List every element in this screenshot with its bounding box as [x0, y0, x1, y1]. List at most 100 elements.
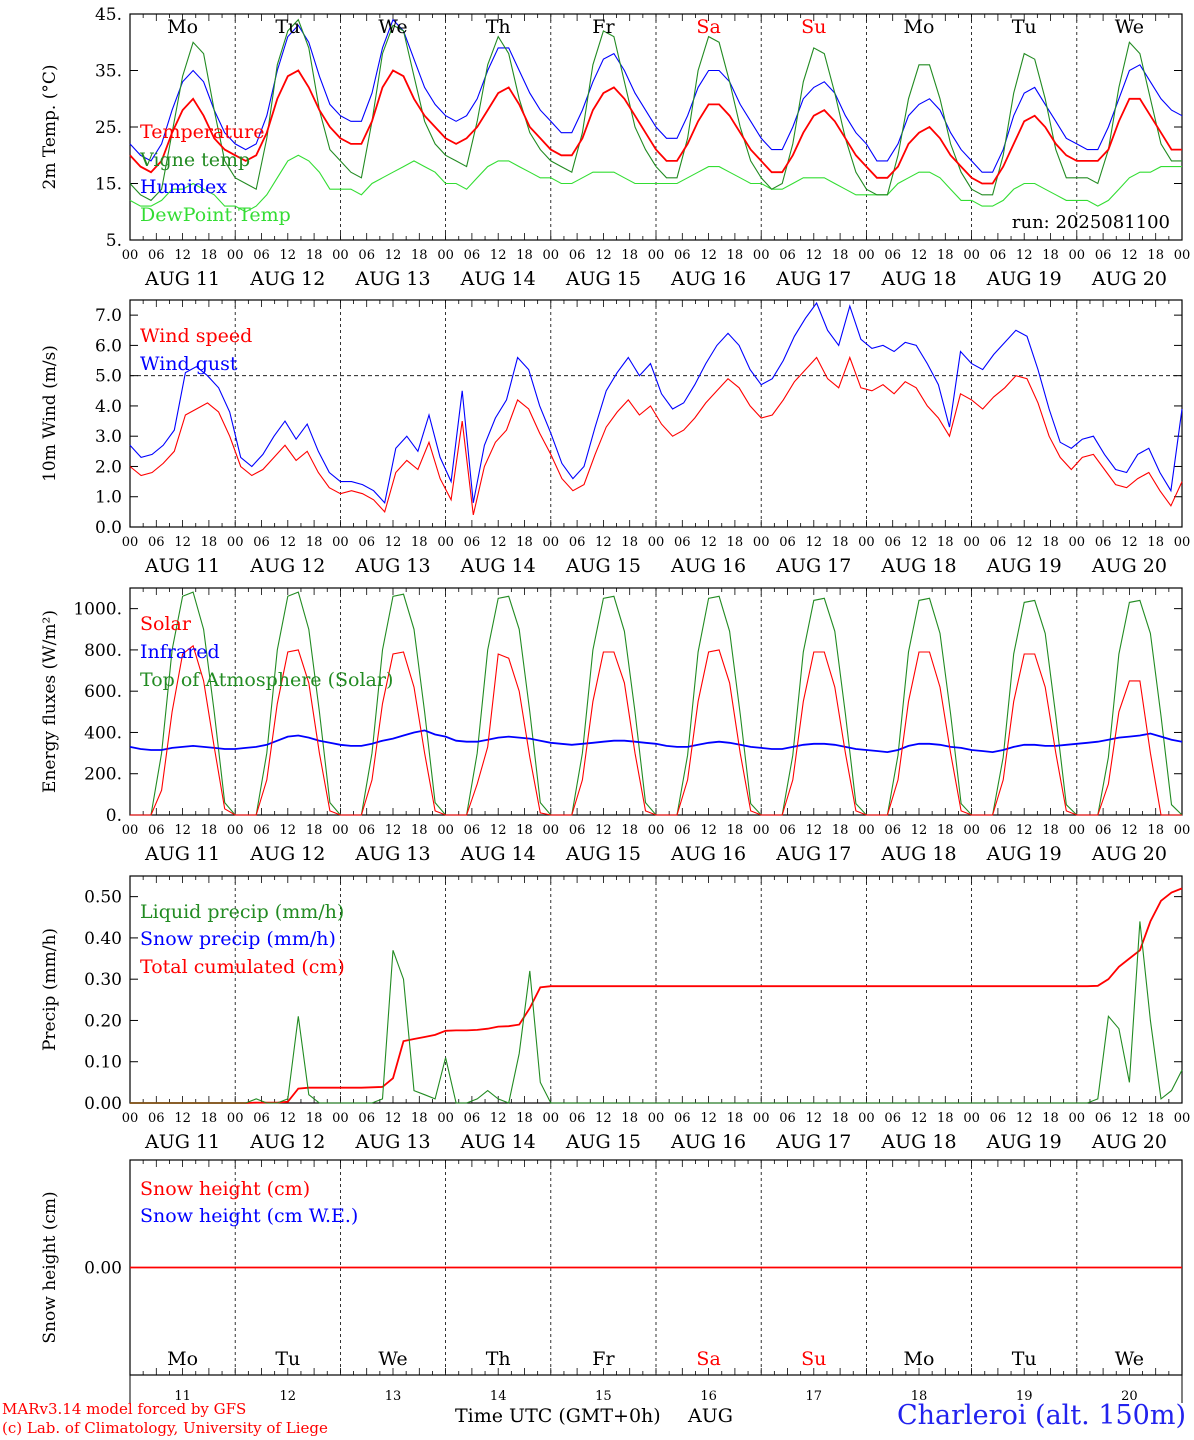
- lab-credit: (c) Lab. of Climatology, University of L…: [2, 1419, 328, 1437]
- hour-label: 12: [385, 535, 402, 550]
- weekday-label: Sa: [696, 1348, 720, 1370]
- hour-label: 00: [227, 823, 244, 838]
- hour-label: 12: [280, 823, 297, 838]
- hour-label: 18: [832, 1111, 849, 1126]
- hour-label: 18: [1042, 1111, 1059, 1126]
- hour-label: 12: [1121, 248, 1138, 263]
- hour-label: 06: [779, 823, 796, 838]
- hour-label: 06: [569, 1111, 586, 1126]
- legend-entry: Vigne temp: [139, 149, 250, 171]
- model-credit: MARv3.14 model forced by GFS: [2, 1400, 247, 1418]
- date-label: AUG 19: [986, 1131, 1062, 1153]
- hour-label: 00: [1069, 535, 1086, 550]
- hour-label: 12: [385, 248, 402, 263]
- hour-label: 00: [648, 823, 665, 838]
- weekday-label: Su: [801, 1348, 826, 1370]
- hour-label: 18: [621, 1111, 638, 1126]
- hour-label: 18: [727, 823, 744, 838]
- hour-label: 00: [437, 248, 454, 263]
- hour-label: 00: [122, 248, 139, 263]
- run-label: run: 2025081100: [1012, 212, 1170, 233]
- hour-label: 12: [911, 248, 928, 263]
- hour-label: 00: [543, 823, 560, 838]
- hour-label: 12: [174, 535, 191, 550]
- hour-label: 18: [516, 535, 533, 550]
- hour-label: 18: [621, 535, 638, 550]
- day-number-label: 12: [280, 1389, 297, 1404]
- station-title: Charleroi (alt. 150m): [897, 1400, 1186, 1431]
- y-tick-label: 25.: [95, 118, 122, 138]
- day-number-label: 19: [1016, 1389, 1033, 1404]
- date-label: AUG 13: [354, 1131, 430, 1153]
- weekday-label: Mo: [167, 1348, 198, 1370]
- date-label: AUG 16: [670, 1131, 746, 1153]
- legend-entry: DewPoint Temp: [140, 204, 291, 226]
- y-tick-label: 35.: [95, 62, 122, 82]
- hour-label: 06: [464, 535, 481, 550]
- date-label: AUG 12: [249, 268, 325, 290]
- y-axis-label: 10m Wind (m/s): [40, 345, 60, 482]
- hour-label: 00: [753, 1111, 770, 1126]
- y-tick-label: 0.20: [84, 1011, 122, 1031]
- y-tick-label: 0.40: [84, 929, 122, 949]
- hour-label: 18: [201, 248, 218, 263]
- hour-label: 12: [385, 823, 402, 838]
- y-axis-label: Snow height (cm): [40, 1191, 60, 1343]
- hour-label: 18: [727, 1111, 744, 1126]
- y-tick-label: 800.: [84, 641, 122, 661]
- day-number-label: 11: [174, 1389, 191, 1404]
- date-label: AUG 17: [775, 268, 851, 290]
- hour-label: 18: [516, 1111, 533, 1126]
- hour-label: 18: [306, 248, 323, 263]
- hour-label: 06: [990, 248, 1007, 263]
- hour-label: 06: [148, 535, 165, 550]
- hour-label: 00: [1174, 535, 1191, 550]
- y-tick-label: 5.0: [95, 367, 122, 387]
- y-tick-label: 45.: [95, 5, 122, 25]
- hour-label: 06: [148, 823, 165, 838]
- date-label: AUG 17: [775, 1131, 851, 1153]
- hour-label: 12: [911, 823, 928, 838]
- hour-label: 06: [148, 248, 165, 263]
- hour-label: 00: [648, 248, 665, 263]
- hour-label: 00: [543, 535, 560, 550]
- hour-label: 12: [280, 248, 297, 263]
- day-number-label: 15: [595, 1389, 612, 1404]
- hour-label: 18: [937, 1111, 954, 1126]
- date-label: AUG 13: [354, 843, 430, 865]
- hour-label: 06: [358, 1111, 375, 1126]
- hour-label: 00: [227, 248, 244, 263]
- date-label: AUG 15: [565, 1131, 641, 1153]
- hour-label: 06: [1095, 535, 1112, 550]
- weekday-label: Tu: [275, 1348, 300, 1370]
- y-tick-label: 0.30: [84, 970, 122, 990]
- legend-entry: Total cumulated (cm): [140, 956, 345, 978]
- hour-label: 06: [569, 823, 586, 838]
- hour-label: 12: [280, 1111, 297, 1126]
- hour-label: 06: [990, 823, 1007, 838]
- hour-label: 06: [779, 248, 796, 263]
- day-number-label: 13: [385, 1389, 402, 1404]
- hour-label: 12: [700, 248, 717, 263]
- hour-label: 18: [1147, 248, 1164, 263]
- y-tick-label: 1000.: [73, 600, 122, 620]
- date-label: AUG 14: [460, 268, 536, 290]
- date-label: AUG 18: [880, 843, 956, 865]
- series-line-humidex: [129, 18, 1183, 173]
- hour-label: 06: [674, 823, 691, 838]
- legend-entry: Liquid precip (mm/h): [140, 901, 344, 923]
- hour-label: 00: [332, 248, 349, 263]
- hour-label: 06: [884, 823, 901, 838]
- hour-label: 00: [1174, 248, 1191, 263]
- hour-label: 00: [227, 535, 244, 550]
- date-label: AUG 12: [249, 1131, 325, 1153]
- hour-label: 12: [174, 823, 191, 838]
- series-line-dewpoint-temp: [129, 154, 1182, 213]
- date-label: AUG 13: [354, 555, 430, 577]
- weekday-label: Sa: [696, 16, 720, 38]
- hour-label: 12: [595, 823, 612, 838]
- legend-entry: Humidex: [140, 176, 227, 198]
- hour-label: 06: [464, 248, 481, 263]
- date-label: AUG 12: [249, 555, 325, 577]
- hour-label: 06: [674, 535, 691, 550]
